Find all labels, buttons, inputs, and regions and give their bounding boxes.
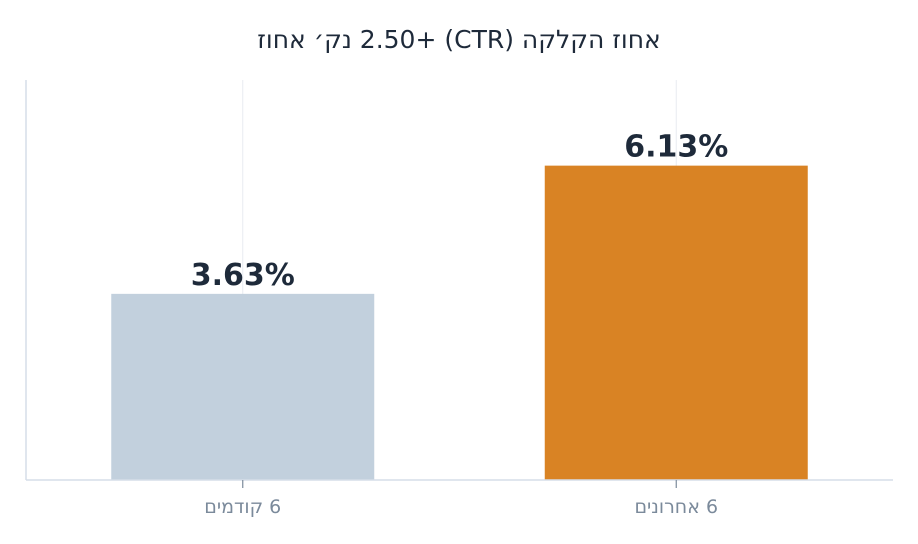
bar-1	[544, 165, 808, 480]
bars	[111, 165, 808, 480]
x-ticks: 6 קודמים 6 אחרונים	[204, 480, 718, 518]
value-label-1: 6.13%	[624, 130, 728, 165]
bar-0	[111, 293, 375, 480]
x-tick-label-0: 6 קודמים	[204, 496, 281, 518]
chart-title: אחוז הקלקה (CTR) +2.50 נק׳ אחוז	[257, 25, 661, 54]
value-labels: 3.63% 6.13%	[191, 130, 729, 293]
value-label-0: 3.63%	[191, 258, 295, 293]
x-tick-label-1: 6 אחרונים	[634, 496, 718, 518]
